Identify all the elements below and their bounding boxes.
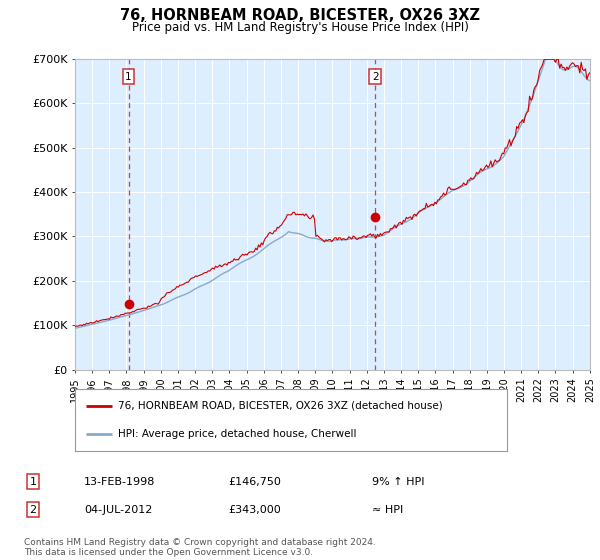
Text: £343,000: £343,000: [228, 505, 281, 515]
Text: Price paid vs. HM Land Registry's House Price Index (HPI): Price paid vs. HM Land Registry's House …: [131, 21, 469, 34]
Text: £146,750: £146,750: [228, 477, 281, 487]
Text: 9% ↑ HPI: 9% ↑ HPI: [372, 477, 425, 487]
Text: 1: 1: [29, 477, 37, 487]
Text: Contains HM Land Registry data © Crown copyright and database right 2024.
This d: Contains HM Land Registry data © Crown c…: [24, 538, 376, 557]
Text: 1: 1: [125, 72, 132, 82]
Text: 2: 2: [372, 72, 379, 82]
Text: 04-JUL-2012: 04-JUL-2012: [84, 505, 152, 515]
Text: 2: 2: [29, 505, 37, 515]
Text: HPI: Average price, detached house, Cherwell: HPI: Average price, detached house, Cher…: [118, 429, 356, 439]
Text: ≈ HPI: ≈ HPI: [372, 505, 403, 515]
Text: 76, HORNBEAM ROAD, BICESTER, OX26 3XZ: 76, HORNBEAM ROAD, BICESTER, OX26 3XZ: [120, 8, 480, 24]
Text: 13-FEB-1998: 13-FEB-1998: [84, 477, 155, 487]
Text: 76, HORNBEAM ROAD, BICESTER, OX26 3XZ (detached house): 76, HORNBEAM ROAD, BICESTER, OX26 3XZ (d…: [118, 401, 443, 411]
